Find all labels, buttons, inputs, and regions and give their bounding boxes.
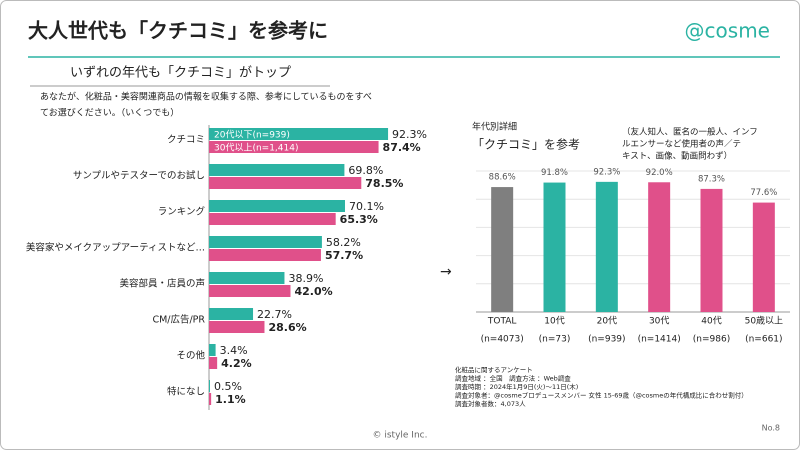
value-label: 28.6% (268, 321, 306, 334)
x-tick-count: (n=661) (745, 335, 782, 345)
value-label: 38.9% (288, 272, 323, 285)
bar (209, 236, 322, 248)
bar (543, 182, 566, 312)
bar (209, 164, 345, 176)
survey-note: 調査対象者：@cosmeプロデュースメンバー 女性 15-69歳（@cosmeの… (455, 391, 748, 400)
category-label: その他 (176, 350, 205, 362)
survey-note: 調査対象者数：4,073人 (455, 399, 526, 408)
slide-title: 大人世代も「クチコミ」を参考に (28, 19, 328, 43)
value-label: 69.8% (348, 164, 383, 177)
x-tick-count: (n=73) (539, 335, 571, 345)
chart-title: 年代別詳細 (472, 121, 517, 133)
x-tick-count: (n=939) (588, 335, 625, 345)
x-tick-label: 30代 (649, 316, 669, 327)
category-label: 美容部員・店員の声 (119, 278, 205, 290)
bar (209, 285, 291, 297)
x-tick-label: 50歳以上 (745, 315, 783, 327)
category-label: ランキング (158, 206, 206, 218)
logo: @cosme (685, 19, 770, 43)
survey-note: 調査地域 ：全国 調査方法 ：Web調査 (455, 374, 571, 383)
bar (648, 182, 671, 312)
bar (209, 200, 345, 212)
bar (595, 181, 618, 312)
bar (491, 187, 514, 312)
question: あなたが、化粧品・美容関連商品の情報を収集する際、参考にしているものをすべ (40, 91, 372, 103)
bar (209, 141, 379, 153)
value-label: 4.2% (221, 357, 252, 370)
value-label: 1.1% (215, 393, 246, 406)
copyright: © istyle Inc. (373, 431, 428, 441)
bar (209, 128, 389, 140)
arrow: → (440, 264, 452, 280)
page-number: No.8 (762, 424, 780, 433)
x-tick-label: 10代 (544, 316, 564, 327)
bar (209, 393, 212, 405)
category-label: クチコミ (167, 135, 205, 146)
value-label: 77.6% (750, 188, 777, 198)
category-label: 美容家やメイクアップアーティストなど… (26, 242, 205, 254)
value-label: 0.5% (214, 380, 242, 393)
value-label: 42.0% (294, 285, 332, 298)
bar (209, 321, 265, 333)
category-label: 特になし (167, 386, 205, 398)
legend-label: 20代以下(n=939) (214, 130, 290, 141)
value-label: 58.2% (326, 236, 361, 249)
bar (209, 213, 336, 225)
x-tick-count: (n=986) (693, 335, 730, 345)
value-label: 88.6% (489, 173, 516, 183)
value-label: 91.8% (541, 168, 568, 178)
value-label: 3.4% (220, 344, 248, 357)
chart-title: いずれの年代も「クチコミ」がトップ (70, 66, 291, 81)
legend-label: 30代以上(n=1,414) (214, 143, 299, 154)
value-label: 22.7% (257, 308, 292, 321)
value-label: 78.5% (365, 177, 403, 190)
bar (209, 357, 218, 369)
bar (209, 272, 285, 284)
bar (209, 249, 321, 261)
annotation: キスト、画像、動画問わず） (622, 151, 732, 162)
value-label: 87.4% (383, 141, 421, 154)
x-tick-label: 40代 (701, 316, 721, 327)
survey-note: 調査時期 ：2024年1月9日(火)～11日(木) (455, 382, 578, 391)
bar (209, 177, 362, 189)
survey-note: 化粧品に関するアンケート (455, 365, 533, 374)
bar (752, 202, 775, 312)
value-label: 57.7% (325, 249, 363, 262)
bar (700, 188, 723, 312)
value-label: 87.3% (698, 174, 725, 184)
value-label: 65.3% (340, 213, 378, 226)
x-tick-label: TOTAL (487, 317, 517, 327)
category-label: CM/広告/PR (152, 314, 205, 326)
chart-subtitle: 「クチコミ」を参考 (472, 137, 580, 152)
bar (209, 380, 210, 392)
x-tick-count: (n=4073) (481, 335, 524, 345)
x-tick-label: 20代 (597, 316, 617, 327)
x-tick-count: (n=1414) (638, 335, 681, 345)
value-label: 70.1% (349, 200, 384, 213)
bar (209, 344, 216, 356)
category-label: サンプルやテスターでのお試し (73, 170, 205, 182)
annotation: （友人知人、匿名の一般人、インフ (622, 127, 758, 138)
value-label: 92.3% (593, 167, 620, 177)
question: てお選びください。（いくつでも） (40, 108, 179, 119)
value-label: 92.3% (392, 128, 427, 141)
bar (209, 308, 254, 320)
value-label: 92.0% (646, 168, 673, 178)
annotation: ルエンサーなど使用者の声／テ (622, 139, 741, 150)
